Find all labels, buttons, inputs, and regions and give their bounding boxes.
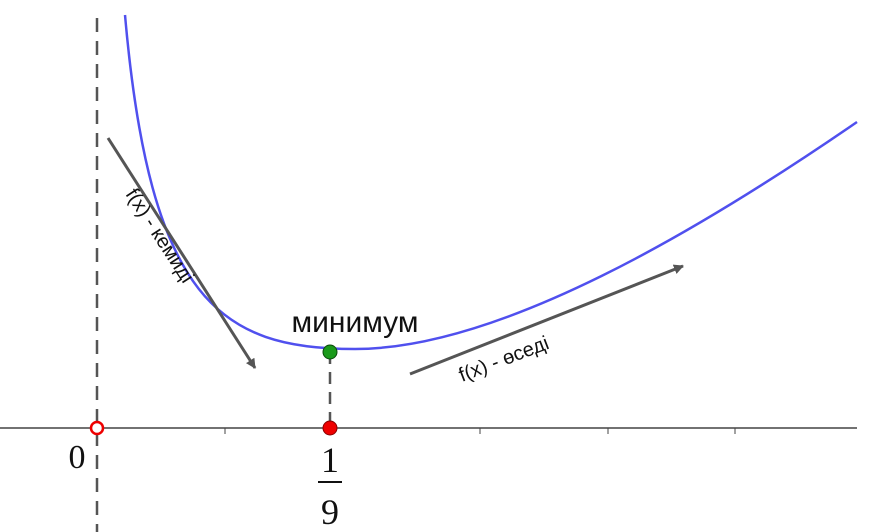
- function-curve: [123, 14, 858, 351]
- origin-label: 0: [69, 439, 86, 476]
- min-point: [322, 344, 338, 360]
- decreasing-label: f(x) - кемиді: [121, 185, 198, 287]
- increase-arrow: [409, 264, 684, 376]
- x-point: [322, 420, 338, 436]
- minimum-label: минимум: [292, 306, 419, 339]
- axis-ticks: [224, 428, 736, 434]
- fraction-numerator: 1: [321, 440, 339, 480]
- fraction-denominator: 9: [321, 492, 339, 532]
- origin-hole: [89, 420, 105, 436]
- increasing-label: f(x) - өседі: [456, 332, 552, 386]
- decrease-arrow: [106, 137, 257, 369]
